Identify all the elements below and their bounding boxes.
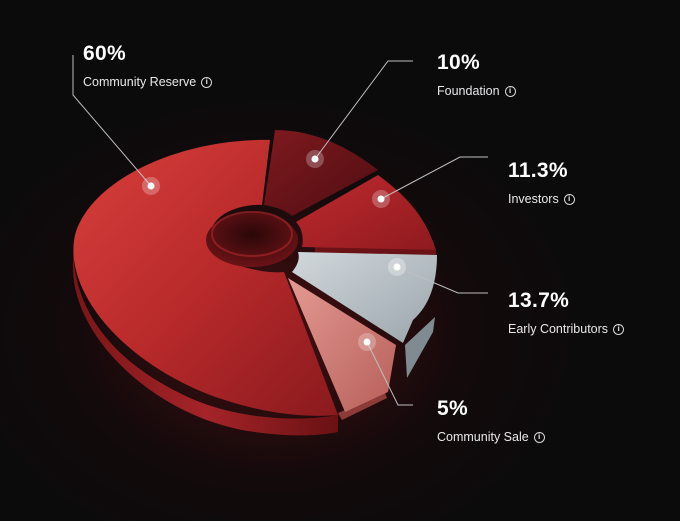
donut-hole-rim: [211, 211, 293, 257]
leader-line-community-sale: [366, 341, 413, 406]
slice-community-reserve[interactable]: [73, 139, 338, 416]
chart-leader-dots: [142, 150, 406, 351]
leader-line-investors: [380, 156, 488, 200]
dot-community-sale-core: [363, 338, 371, 346]
chart-leader-lines: [72, 55, 488, 406]
slice-early-contributors[interactable]: [292, 252, 437, 343]
slice-foundation[interactable]: [264, 130, 378, 216]
callout-community-reserve: 60% Community Reserve i: [83, 42, 213, 90]
info-icon[interactable]: i: [533, 431, 545, 443]
dot-early-contributors-core: [393, 263, 401, 271]
slice-label-investors: Investors: [508, 192, 559, 206]
callout-community-sale: 5% Community Sale i: [437, 397, 545, 445]
slice-community-sale[interactable]: [288, 278, 396, 412]
slice-percent-investors: 11.3%: [508, 159, 568, 182]
leader-line-community-reserve: [72, 55, 152, 187]
dot-investors-core: [377, 195, 385, 203]
slice-label-community-sale: Community Sale: [437, 430, 529, 444]
slice-percent-early-contributors: 13.7%: [508, 289, 570, 312]
callout-early-contributors: 13.7% Early Contributors i: [508, 289, 625, 337]
callout-foundation: 10% Foundation i: [437, 51, 516, 99]
slice-side-community-sale: [338, 393, 387, 420]
donut-hole: [206, 213, 298, 267]
info-icon[interactable]: i: [613, 323, 625, 335]
slice-percent-foundation: 10%: [437, 51, 480, 74]
slice-label-foundation: Foundation: [437, 84, 500, 98]
info-icon[interactable]: i: [201, 76, 213, 88]
dot-foundation-core: [311, 155, 319, 163]
slice-label-early-contributors: Early Contributors: [508, 322, 609, 336]
slice-percent-community-reserve: 60%: [83, 42, 126, 65]
callout-investors: 11.3% Investors i: [508, 159, 575, 207]
slice-percent-community-sale: 5%: [437, 397, 468, 420]
info-icon[interactable]: i: [504, 85, 516, 97]
info-icon[interactable]: i: [563, 193, 575, 205]
leader-line-foundation: [314, 60, 413, 160]
slice-side-early-contributors: [405, 317, 435, 378]
slice-investors[interactable]: [296, 175, 436, 250]
dot-community-reserve-core: [147, 182, 155, 190]
slice-label-community-reserve: Community Reserve: [83, 75, 197, 89]
chart-top-faces: [73, 130, 437, 416]
leader-line-early-contributors: [396, 266, 488, 294]
